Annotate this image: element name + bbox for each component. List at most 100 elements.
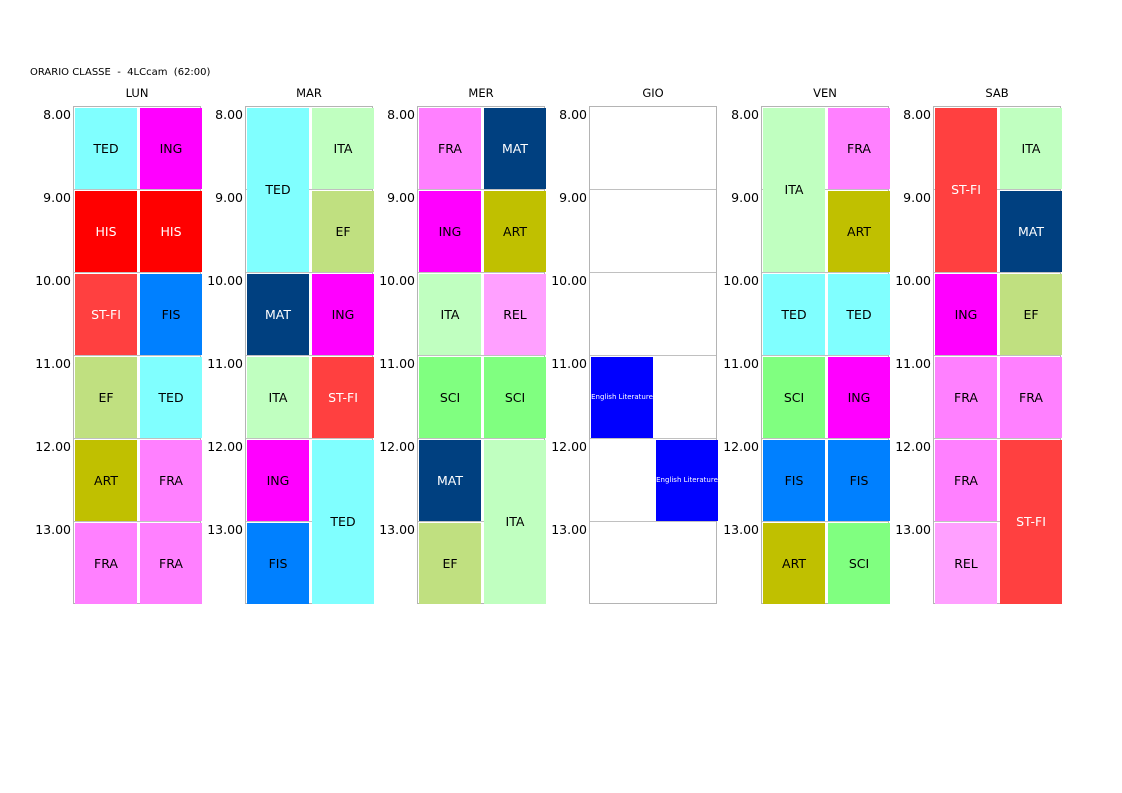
lesson-fra[interactable]: FRA [935,440,997,521]
hour-gridline [74,438,200,439]
time-label: 11.00 [35,356,71,371]
hour-gridline [74,189,200,190]
hour-gridline [74,355,200,356]
time-label: 8.00 [387,107,415,122]
time-label: 8.00 [215,107,243,122]
time-label: 8.00 [731,107,759,122]
lesson-mat[interactable]: MAT [1000,191,1062,272]
hour-gridline [590,521,716,522]
lesson-ita[interactable]: ITA [484,440,546,604]
lesson-ted[interactable]: TED [140,357,202,438]
lesson-ita[interactable]: ITA [247,357,309,438]
lesson-art[interactable]: ART [75,440,137,521]
day-header-sab: SAB [985,86,1009,100]
lesson-ted[interactable]: TED [75,108,137,189]
hour-gridline [934,355,1060,356]
lesson-fra[interactable]: FRA [935,357,997,438]
time-label: 13.00 [723,522,759,537]
day-column-sab: ST-FI ITA MAT ING EF FRA FRA FRA ST-FI REL [933,106,1062,604]
lesson-fra[interactable]: FRA [75,523,137,604]
lesson-art[interactable]: ART [763,523,825,604]
lesson-mat[interactable]: MAT [419,440,481,521]
hour-gridline [74,272,200,273]
lesson-ita[interactable]: ITA [763,108,825,272]
lesson-fis[interactable]: FIS [140,274,202,355]
lesson-ted[interactable]: TED [247,108,309,272]
lesson-rel[interactable]: REL [935,523,997,604]
lesson-fra[interactable]: FRA [140,440,202,521]
time-label: 8.00 [43,107,71,122]
time-label: 11.00 [379,356,415,371]
lesson-fra[interactable]: FRA [140,523,202,604]
day-header-gio: GIO [642,86,664,100]
lesson-english-literature[interactable]: English Literature [591,357,653,438]
hour-gridline [246,272,372,273]
hour-gridline [246,521,372,522]
time-label: 12.00 [895,439,931,454]
time-label: 9.00 [731,190,759,205]
time-label: 13.00 [895,522,931,537]
hour-gridline [590,355,716,356]
lesson-ing[interactable]: ING [935,274,997,355]
lesson-ted[interactable]: TED [312,440,374,604]
lesson-art[interactable]: ART [484,191,546,272]
lesson-english-literature[interactable]: English Literature [656,440,718,521]
hour-gridline [762,438,888,439]
lesson-st-fi[interactable]: ST-FI [1000,440,1062,604]
lesson-st-fi[interactable]: ST-FI [75,274,137,355]
day-header-mar: MAR [296,86,322,100]
time-label: 11.00 [207,356,243,371]
lesson-ita[interactable]: ITA [312,108,374,189]
lesson-fis[interactable]: FIS [763,440,825,521]
day-column-ven: ITA FRA ART TED TED SCI ING FIS FIS ART SCI [761,106,890,604]
hour-gridline [762,189,888,190]
lesson-ef[interactable]: EF [1000,274,1062,355]
lesson-ted[interactable]: TED [828,274,890,355]
time-label: 10.00 [551,273,587,288]
hour-gridline [246,438,372,439]
lesson-fra[interactable]: FRA [419,108,481,189]
hour-gridline [762,272,888,273]
lesson-ef[interactable]: EF [75,357,137,438]
hour-gridline [246,189,372,190]
time-label: 12.00 [723,439,759,454]
lesson-ing[interactable]: ING [828,357,890,438]
lesson-ita[interactable]: ITA [419,274,481,355]
lesson-ef[interactable]: EF [312,191,374,272]
lesson-fra[interactable]: FRA [1000,357,1062,438]
lesson-st-fi[interactable]: ST-FI [935,108,997,272]
lesson-sci[interactable]: SCI [419,357,481,438]
lesson-mat[interactable]: MAT [247,274,309,355]
lesson-st-fi[interactable]: ST-FI [312,357,374,438]
lesson-his[interactable]: HIS [75,191,137,272]
time-label: 10.00 [723,273,759,288]
day-column-lun: TED ING HIS HIS ST-FI FIS EF TED ART FRA FRA FRA [73,106,202,604]
lesson-ing[interactable]: ING [419,191,481,272]
time-label: 9.00 [559,190,587,205]
lesson-ef[interactable]: EF [419,523,481,604]
time-label: 8.00 [903,107,931,122]
lesson-fra[interactable]: FRA [828,108,890,189]
time-label: 12.00 [35,439,71,454]
lesson-art[interactable]: ART [828,191,890,272]
lesson-ing[interactable]: ING [140,108,202,189]
lesson-ted[interactable]: TED [763,274,825,355]
time-label: 10.00 [895,273,931,288]
lesson-rel[interactable]: REL [484,274,546,355]
lesson-fis[interactable]: FIS [247,523,309,604]
lesson-ita[interactable]: ITA [1000,108,1062,189]
hour-gridline [590,189,716,190]
time-label: 9.00 [215,190,243,205]
day-header-lun: LUN [125,86,149,100]
lesson-ing[interactable]: ING [247,440,309,521]
lesson-his[interactable]: HIS [140,191,202,272]
lesson-sci[interactable]: SCI [484,357,546,438]
lesson-fis[interactable]: FIS [828,440,890,521]
lesson-ing[interactable]: ING [312,274,374,355]
time-label: 10.00 [207,273,243,288]
lesson-mat[interactable]: MAT [484,108,546,189]
lesson-sci[interactable]: SCI [828,523,890,604]
lesson-sci[interactable]: SCI [763,357,825,438]
hour-gridline [934,438,1060,439]
hour-gridline [590,272,716,273]
